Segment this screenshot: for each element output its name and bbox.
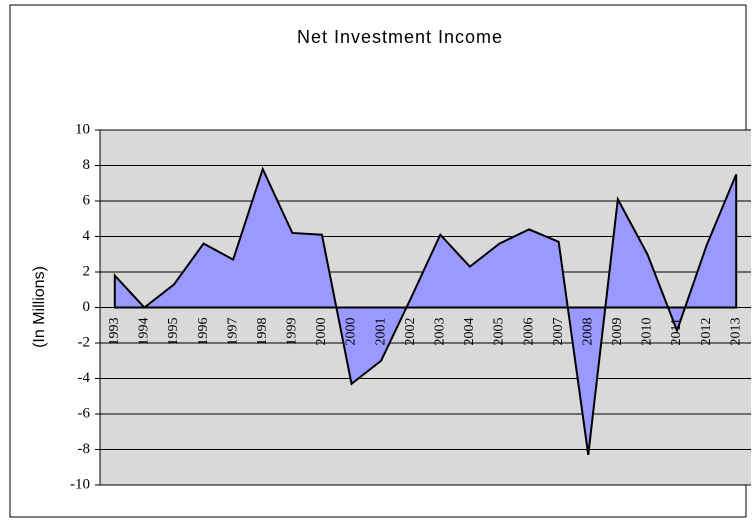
y-tick-label: 8 xyxy=(83,157,91,173)
x-tick-label: 1993 xyxy=(107,318,122,346)
x-tick-label: 2010 xyxy=(640,318,655,346)
x-tick-label: 2013 xyxy=(728,318,743,346)
y-tick-label: -2 xyxy=(78,334,91,350)
x-tick-label: 2008 xyxy=(580,318,595,346)
x-tick-label: 2005 xyxy=(492,318,507,346)
x-tick-label: 2007 xyxy=(551,318,566,346)
y-tick-label: 0 xyxy=(83,299,91,315)
x-tick-label: 1994 xyxy=(137,318,152,346)
area xyxy=(113,166,738,455)
y-tick-label: 6 xyxy=(83,192,91,208)
x-tick-label: 2001 xyxy=(373,318,388,346)
x-tick-label: 2012 xyxy=(699,318,714,346)
y-tick-label: 10 xyxy=(75,121,90,137)
x-tick-label: 2009 xyxy=(610,318,625,346)
y-tick-label: -8 xyxy=(78,441,91,457)
y-tick-label: -10 xyxy=(70,476,90,492)
x-tick-label: 2003 xyxy=(433,318,448,346)
x-tick-label: 2004 xyxy=(462,318,477,346)
x-tick-label: 1996 xyxy=(196,318,211,346)
x-tick-label: 1999 xyxy=(285,318,300,346)
chart-title: Net Investment Income xyxy=(297,27,503,47)
y-tick-label: 4 xyxy=(83,228,91,244)
y-tick-label: -4 xyxy=(78,370,91,386)
x-tick-label: 2000 xyxy=(344,318,359,346)
y-axis-label: (In Millions) xyxy=(31,266,48,348)
x-tick-label: 2006 xyxy=(521,318,536,346)
y-tick-label: -6 xyxy=(78,405,91,421)
x-tick-label: 1997 xyxy=(225,318,240,346)
x-tick-label: 2002 xyxy=(403,318,418,346)
y-tick-label: 2 xyxy=(83,263,91,279)
x-tick-label: 2011 xyxy=(669,318,684,345)
x-tick-label: 1998 xyxy=(255,318,270,346)
x-tick-label: 1995 xyxy=(166,318,181,346)
x-tick-label: 2000 xyxy=(314,318,329,346)
